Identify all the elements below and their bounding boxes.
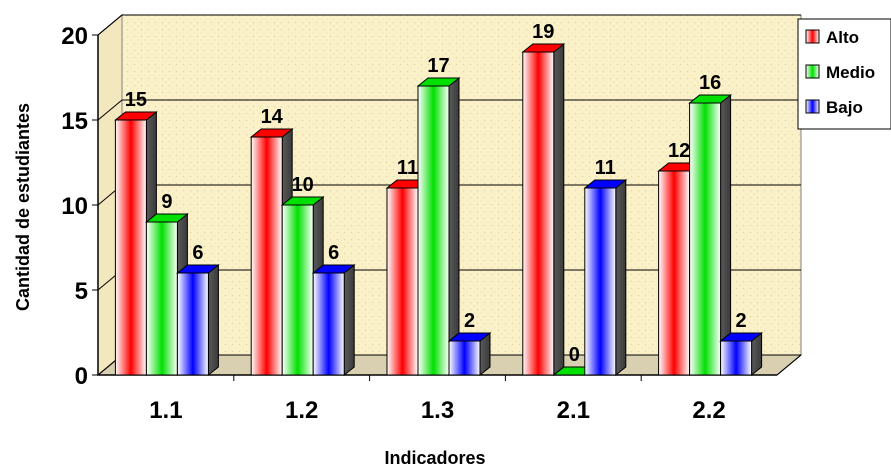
bar-bajo-1-2 [311, 263, 356, 377]
y-tick-label: 10 [61, 193, 88, 220]
data-label: 0 [569, 344, 580, 366]
data-label: 12 [668, 140, 690, 162]
x-category-label: 2.2 [692, 397, 725, 424]
data-label: 11 [595, 157, 616, 179]
gridline [97, 14, 801, 36]
data-label: 16 [699, 72, 721, 94]
legend-label-bajo: Bajo [826, 98, 863, 117]
data-label: 6 [192, 242, 203, 264]
data-label: 10 [292, 174, 314, 196]
bar-bajo-2-1 [583, 178, 628, 377]
bar-medio-1-3 [416, 76, 461, 377]
data-label: 14 [261, 106, 284, 128]
legend: Alto Medio Bajo [797, 18, 891, 130]
y-tick-label: 20 [61, 23, 88, 50]
x-category-label: 1.1 [149, 397, 182, 424]
x-category-label: 2.1 [557, 397, 590, 424]
bar-bajo-1-3 [447, 331, 492, 377]
bars: 15 9 6 14 10 6 11 17 2 19 0 11 12 16 2 [113, 21, 764, 377]
data-label: 9 [161, 191, 172, 213]
data-label: 11 [397, 157, 418, 179]
y-tick-label: 15 [61, 108, 88, 135]
bar-bajo-2-2 [719, 331, 764, 377]
x-axis-title: Indicadores [384, 448, 485, 465]
data-label: 2 [464, 310, 475, 332]
x-category-labels: 1.1 1.2 1.3 2.1 2.2 [149, 397, 726, 424]
data-label: 6 [328, 242, 339, 264]
legend-label-medio: Medio [826, 63, 875, 82]
x-category-label: 1.3 [421, 397, 454, 424]
data-label: 2 [736, 310, 747, 332]
y-tick-label: 0 [75, 363, 88, 390]
bar-bajo-1-1 [175, 263, 220, 377]
legend-swatch-alto [805, 29, 820, 44]
bar-alto-2-1 [521, 42, 566, 377]
legend-swatch-medio [805, 64, 820, 79]
data-label: 15 [125, 89, 147, 111]
gridline [97, 99, 801, 121]
bar-medio-1-2 [280, 195, 325, 377]
y-tick-label: 5 [75, 278, 88, 305]
y-axis-title: Cantidad de estudiantes [13, 103, 33, 311]
bar-medio-2-2 [688, 93, 733, 377]
data-label: 17 [427, 55, 449, 77]
legend-label-alto: Alto [826, 28, 859, 47]
legend-swatch-bajo [805, 99, 820, 114]
y-tick-labels: 0 5 10 15 20 [61, 23, 88, 390]
x-category-label: 1.2 [285, 397, 318, 424]
data-label: 19 [532, 21, 554, 43]
